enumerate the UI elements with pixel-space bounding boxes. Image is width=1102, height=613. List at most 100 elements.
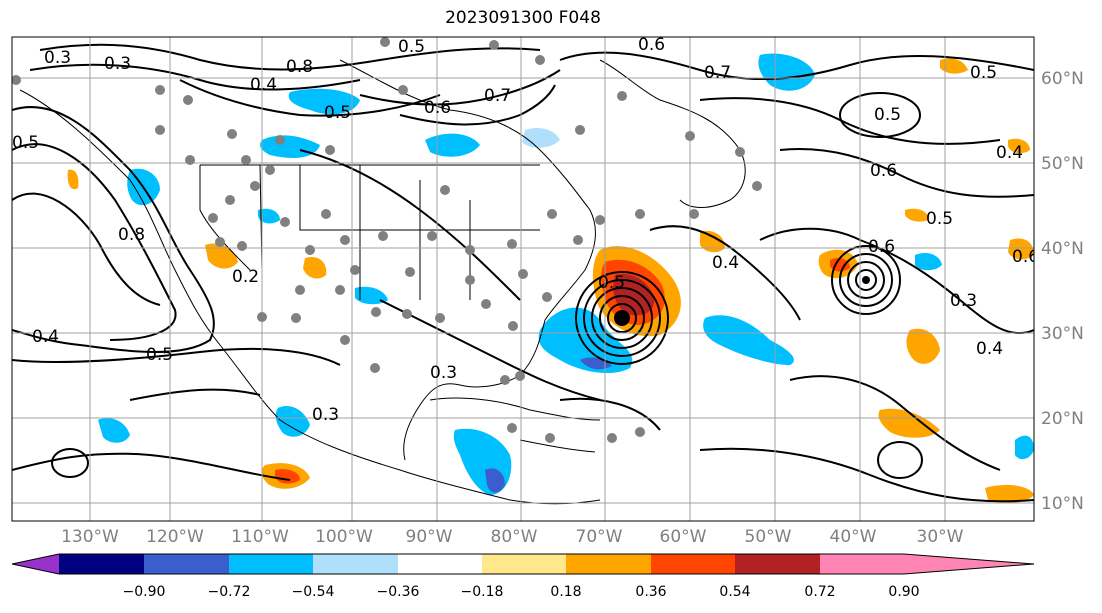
contour-label: 0.3 [44, 48, 71, 68]
map-title: 2023091300 F048 [445, 8, 601, 28]
contour-label: 0.4 [32, 327, 59, 347]
cool-patch [260, 135, 320, 158]
contour-lines [12, 43, 1034, 503]
contour-label: 0.3 [950, 291, 977, 311]
colorbar-tick: −0.36 [377, 584, 420, 600]
cyclone-center [862, 276, 870, 284]
cool-patch [288, 88, 360, 115]
colorbar-segment [651, 554, 735, 574]
colorbar-tick: 0.90 [888, 584, 919, 600]
colorbar-tick: 0.36 [635, 584, 666, 600]
lon-tick: 120°W [146, 527, 204, 547]
colorbar-segment [482, 554, 566, 574]
cyclone-center [614, 310, 630, 326]
warm-patch [303, 256, 327, 279]
warm-patch [67, 169, 79, 190]
cool-patch [258, 208, 280, 224]
cool-patch [355, 286, 388, 305]
lon-tick: 90°W [406, 527, 453, 547]
lon-tick: 100°W [315, 527, 373, 547]
colorbar-extend-high [904, 554, 1034, 574]
contour-label: 0.6 [638, 35, 665, 55]
warm-patch [940, 58, 968, 74]
colorbar-segment [59, 554, 144, 574]
warm-patch [906, 328, 940, 364]
lat-tick: 40°N [1041, 239, 1084, 259]
map-frame [11, 36, 1035, 522]
contour-label: 0.6 [868, 237, 895, 257]
contour-label: 0.5 [598, 273, 625, 293]
colorbar-tick: 0.18 [550, 584, 581, 600]
contour-label: 0.3 [312, 405, 339, 425]
lon-tick: 70°W [576, 527, 623, 547]
contour-label: 0.4 [996, 143, 1023, 163]
contour-label: 0.5 [398, 37, 425, 57]
shaded-regions [67, 53, 1034, 504]
warm-patch [985, 484, 1034, 504]
cool-anomaly [538, 307, 633, 374]
lat-tick: 60°N [1041, 69, 1084, 89]
contour-label: 0.5 [324, 103, 351, 123]
colorbar: −0.90 −0.72 −0.54 −0.36 −0.18 0.18 0.36 … [11, 553, 1035, 600]
contour-label: 0.8 [118, 225, 145, 245]
longitude-ticks: 130°W 120°W 110°W 100°W 90°W 80°W 70°W 6… [61, 527, 964, 547]
contour-label: 0.6 [1012, 247, 1039, 267]
contour-label: 0.6 [870, 161, 897, 181]
contour-label: 0.7 [704, 63, 731, 83]
lon-tick: 30°W [917, 527, 964, 547]
lat-tick: 10°N [1041, 494, 1084, 514]
colorbar-segment [313, 554, 398, 574]
lon-tick: 60°W [660, 527, 707, 547]
contour-labels: 0.3 0.3 0.8 0.4 0.5 0.5 0.7 0.8 0.6 0.7 … [12, 35, 1039, 425]
cool-patch [98, 418, 130, 443]
colorbar-outline [11, 553, 1035, 575]
warm-patch [1008, 138, 1030, 154]
cool-patch [703, 315, 794, 365]
colorbar-tick: −0.18 [461, 584, 504, 600]
contour-label: 0.6 [424, 98, 451, 118]
contour-label: 0.5 [970, 63, 997, 83]
contour-label: 0.4 [976, 339, 1003, 359]
coastlines [19, 59, 746, 505]
lat-tick: 30°N [1041, 324, 1084, 344]
colorbar-segment [144, 554, 229, 574]
lon-tick: 80°W [491, 527, 538, 547]
cool-patch [915, 253, 942, 271]
colorbar-segment [566, 554, 651, 574]
cool-patch [275, 405, 310, 437]
lat-tick: 20°N [1041, 409, 1084, 429]
warm-patch [905, 208, 929, 222]
contour-label: 0.4 [712, 253, 739, 273]
cool-patch-core [485, 468, 505, 493]
contour-label: 0.5 [926, 209, 953, 229]
contour-label: 0.4 [250, 75, 277, 95]
colorbar-segment [820, 554, 904, 574]
cool-patch [758, 53, 815, 91]
contour-label: 0.5 [146, 345, 173, 365]
colorbar-tick: −0.90 [123, 584, 166, 600]
warm-patch [700, 230, 725, 253]
colorbar-extend-low [12, 554, 59, 574]
warm-patch [878, 408, 940, 438]
contour-label: 0.5 [12, 133, 39, 153]
lon-tick: 40°W [830, 527, 877, 547]
contour-label: 0.8 [286, 57, 313, 77]
colorbar-tick: −0.54 [292, 584, 335, 600]
station-markers [12, 37, 762, 443]
graticule [12, 37, 1034, 521]
warm-patch-core [275, 469, 300, 484]
colorbar-tick: −0.72 [208, 584, 251, 600]
lon-tick: 110°W [231, 527, 289, 547]
contour-label: 0.5 [874, 105, 901, 125]
colorbar-segment [735, 554, 820, 574]
colorbar-tick: 0.72 [804, 584, 835, 600]
contour-label: 0.7 [484, 86, 511, 106]
lon-tick: 50°W [745, 527, 792, 547]
contour-label: 0.3 [104, 54, 131, 74]
cool-patch [1015, 435, 1034, 460]
lon-tick: 130°W [61, 527, 119, 547]
colorbar-tick: 0.54 [719, 584, 750, 600]
warm-patch [1008, 238, 1034, 260]
colorbar-segment [398, 554, 482, 574]
